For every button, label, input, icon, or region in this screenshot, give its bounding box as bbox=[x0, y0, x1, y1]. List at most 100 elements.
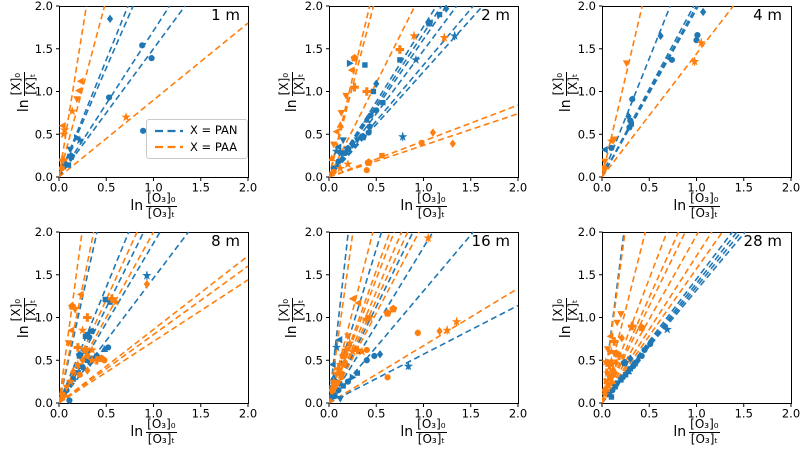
x-label-numerator: [O₃]₀ bbox=[416, 417, 447, 433]
svg-text:1.5: 1.5 bbox=[462, 407, 480, 421]
y-label-prefix: ln bbox=[284, 325, 300, 339]
y-label-numerator: [X]₀ bbox=[550, 297, 567, 323]
y-label-fraction: [X]₀ [X]ₜ bbox=[276, 297, 307, 323]
plot-canvas-1m: 0.00.0 0.5 0.5 1.0 1.0 1.5 1.5 2.0 2.0 bbox=[35, 0, 257, 195]
svg-text:0.5: 0.5 bbox=[305, 353, 323, 367]
svg-text:0.5: 0.5 bbox=[640, 181, 658, 195]
subplot-2m: 0.0 0.0 0.5 0.5 1.0 1.0 1.5 1.5 2.0 2.0 2 m ln [X… bbox=[268, 0, 536, 226]
x-label-prefix: ln bbox=[400, 424, 414, 441]
subplot-16m: 0.0 0.0 0.5 0.5 1.0 1.0 1.5 1.5 2.0 2.0 16 m ln [… bbox=[268, 225, 536, 452]
y-label-numerator: [X]₀ bbox=[550, 71, 567, 97]
y-label-prefix: ln bbox=[284, 99, 300, 113]
y-label-denominator: [X]ₜ bbox=[291, 299, 306, 321]
x-axis-label: ln [O₃]₀ [O₃]ₜ bbox=[59, 191, 248, 221]
x-axis-label: ln [O₃]₀ [O₃]ₜ bbox=[59, 417, 248, 447]
svg-text:2.0: 2.0 bbox=[578, 0, 596, 13]
y-axis-label: ln [X]₀ [X]ₜ bbox=[272, 37, 312, 147]
svg-text:0.0: 0.0 bbox=[305, 170, 323, 184]
plot-canvas-8m: 0.00.0 0.5 0.5 1.0 1.0 1.5 1.5 2.0 2.0 bbox=[35, 225, 257, 421]
svg-text:1.5: 1.5 bbox=[192, 407, 210, 421]
x-axis-label: ln [O₃]₀ [O₃]ₜ bbox=[602, 191, 791, 221]
svg-text:0.0: 0.0 bbox=[35, 170, 53, 184]
svg-text:1.0: 1.0 bbox=[144, 407, 162, 421]
svg-text:2.0: 2.0 bbox=[578, 225, 596, 239]
x-label-fraction: [O₃]₀ [O₃]ₜ bbox=[416, 191, 447, 221]
svg-text:0.0: 0.0 bbox=[593, 181, 611, 195]
plot-title-2m: 2 m bbox=[481, 6, 510, 24]
svg-text:2.0: 2.0 bbox=[35, 225, 53, 239]
y-label-fraction: [X]₀ [X]ₜ bbox=[8, 71, 39, 97]
y-label-numerator: [X]₀ bbox=[8, 71, 25, 97]
x-label-numerator: [O₃]₀ bbox=[146, 191, 177, 207]
y-label-numerator: [X]₀ bbox=[276, 297, 293, 323]
subplot-8m: 0.0 0.0 0.5 0.5 1.0 1.0 1.5 1.5 2.0 2.0 8 m ln [X… bbox=[0, 225, 268, 452]
svg-text:2.0: 2.0 bbox=[782, 407, 800, 421]
y-label-numerator: [X]₀ bbox=[276, 71, 293, 97]
plot-canvas-16m: 0.00.0 0.5 0.5 1.0 1.0 1.5 1.5 2.0 2.0 bbox=[305, 225, 527, 421]
x-label-denominator: [O₃]ₜ bbox=[417, 431, 445, 446]
svg-text:2.0: 2.0 bbox=[239, 181, 257, 195]
pan-dashed-line-icon bbox=[155, 129, 183, 132]
svg-text:1.5: 1.5 bbox=[305, 42, 323, 56]
svg-text:1.5: 1.5 bbox=[35, 42, 53, 56]
plot-title-8m: 8 m bbox=[211, 232, 240, 250]
svg-text:2.0: 2.0 bbox=[782, 181, 800, 195]
x-label-denominator: [O₃]ₜ bbox=[147, 431, 175, 446]
plot-title-1m: 1 m bbox=[211, 6, 240, 24]
y-label-fraction: [X]₀ [X]ₜ bbox=[276, 71, 307, 97]
y-axis-label: ln [X]₀ [X]ₜ bbox=[4, 37, 44, 147]
svg-text:1.5: 1.5 bbox=[305, 268, 323, 282]
y-label-fraction: [X]₀ [X]ₜ bbox=[550, 297, 581, 323]
svg-text:0.0: 0.0 bbox=[593, 407, 611, 421]
svg-text:1.0: 1.0 bbox=[144, 181, 162, 195]
y-axis-label: ln [X]₀ [X]ₜ bbox=[272, 263, 312, 373]
legend-item-pan: X = PAN bbox=[154, 123, 238, 137]
svg-text:0.5: 0.5 bbox=[35, 127, 53, 141]
legend-label-pan: X = PAN bbox=[190, 123, 238, 137]
svg-text:1.5: 1.5 bbox=[578, 268, 596, 282]
svg-text:2.0: 2.0 bbox=[509, 181, 527, 195]
svg-text:1.0: 1.0 bbox=[414, 181, 432, 195]
svg-text:0.0: 0.0 bbox=[50, 181, 68, 195]
legend-label-paa: X = PAA bbox=[190, 139, 238, 154]
legend-item-paa: X = PAA bbox=[154, 139, 238, 154]
svg-text:0.5: 0.5 bbox=[578, 127, 596, 141]
svg-text:2.0: 2.0 bbox=[305, 0, 323, 13]
y-label-denominator: [X]ₜ bbox=[23, 299, 38, 321]
legend: X = PAN X = PAA bbox=[146, 119, 248, 159]
svg-text:1.0: 1.0 bbox=[578, 85, 596, 99]
svg-text:0.0: 0.0 bbox=[320, 181, 338, 195]
svg-text:0.5: 0.5 bbox=[97, 407, 115, 421]
x-axis-label: ln [O₃]₀ [O₃]ₜ bbox=[329, 417, 518, 447]
plot-title-28m: 28 m bbox=[743, 232, 782, 250]
svg-text:1.5: 1.5 bbox=[35, 268, 53, 282]
x-label-denominator: [O₃]ₜ bbox=[690, 205, 718, 220]
y-label-denominator: [X]ₜ bbox=[565, 299, 580, 321]
x-axis-label: ln [O₃]₀ [O₃]ₜ bbox=[602, 417, 791, 447]
svg-text:1.5: 1.5 bbox=[735, 407, 753, 421]
x-label-prefix: ln bbox=[673, 424, 687, 441]
subplot-4m: 0.0 0.0 0.5 0.5 1.0 1.0 1.5 1.5 2.0 2.0 4 m ln [X… bbox=[536, 0, 803, 226]
svg-text:0.5: 0.5 bbox=[367, 407, 385, 421]
x-label-prefix: ln bbox=[130, 198, 144, 215]
plot-title-4m: 4 m bbox=[753, 6, 782, 24]
y-label-denominator: [X]ₜ bbox=[23, 73, 38, 95]
plot-canvas-28m: 0.00.0 0.5 0.5 1.0 1.0 1.5 1.5 2.0 2.0 bbox=[578, 225, 800, 421]
svg-text:1.0: 1.0 bbox=[305, 311, 323, 325]
svg-text:0.5: 0.5 bbox=[97, 181, 115, 195]
svg-text:0.0: 0.0 bbox=[35, 396, 53, 410]
svg-text:0.0: 0.0 bbox=[578, 396, 596, 410]
svg-text:1.0: 1.0 bbox=[35, 311, 53, 325]
y-label-prefix: ln bbox=[16, 325, 32, 339]
svg-text:0.0: 0.0 bbox=[320, 407, 338, 421]
svg-text:1.0: 1.0 bbox=[35, 85, 53, 99]
y-label-denominator: [X]ₜ bbox=[291, 73, 306, 95]
x-label-fraction: [O₃]₀ [O₃]ₜ bbox=[416, 417, 447, 447]
y-axis-label: ln [X]₀ [X]ₜ bbox=[546, 263, 586, 373]
x-label-prefix: ln bbox=[400, 198, 414, 215]
svg-text:0.5: 0.5 bbox=[35, 353, 53, 367]
svg-text:0.5: 0.5 bbox=[640, 407, 658, 421]
y-label-prefix: ln bbox=[16, 99, 32, 113]
y-label-fraction: [X]₀ [X]ₜ bbox=[550, 71, 581, 97]
svg-text:1.5: 1.5 bbox=[735, 181, 753, 195]
